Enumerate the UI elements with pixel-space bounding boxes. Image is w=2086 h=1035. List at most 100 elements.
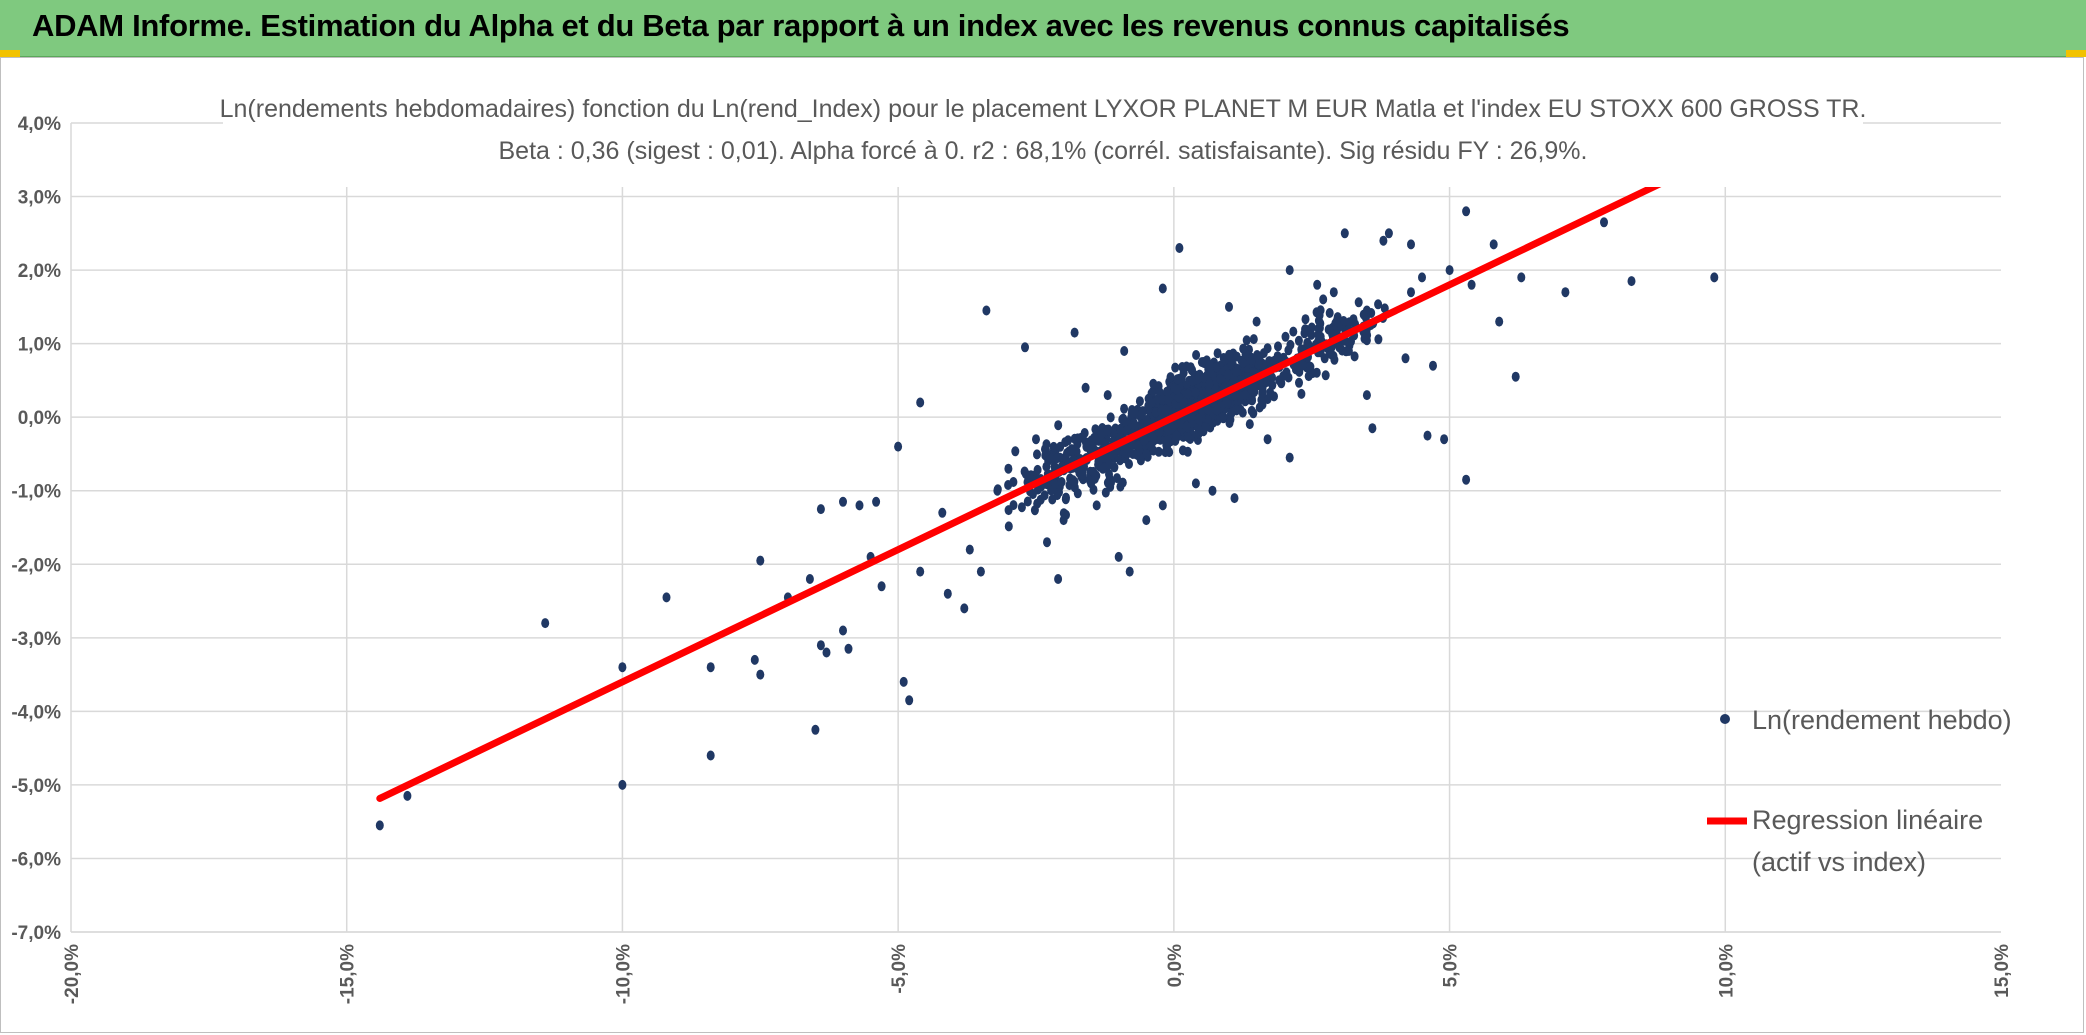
scatter-point: [1092, 500, 1101, 511]
scatter-point: [822, 647, 831, 658]
scatter-point: [1263, 434, 1272, 445]
scatter-point: [1191, 478, 1200, 489]
scatter-point: [756, 669, 765, 680]
scatter-point: [1359, 309, 1368, 320]
y-tick-label: -4,0%: [11, 702, 61, 723]
scatter-point: [1201, 422, 1210, 433]
x-tick-label: -20,0%: [62, 944, 83, 1004]
scatter-point: [1149, 378, 1158, 389]
scatter-point: [1354, 297, 1363, 308]
scatter-point: [1304, 371, 1313, 382]
scatter-point: [1178, 362, 1187, 372]
scatter-point: [1149, 432, 1158, 443]
scatter-point: [976, 566, 985, 577]
scatter-point: [1191, 387, 1200, 398]
scatter-point: [1205, 379, 1214, 390]
scatter-point: [1138, 409, 1146, 420]
scatter-point: [1205, 360, 1214, 371]
scatter-point: [1173, 374, 1182, 385]
scatter-point: [839, 625, 847, 636]
scatter-point: [1344, 346, 1353, 356]
scatter-point: [894, 441, 903, 452]
scatter-point: [1268, 380, 1277, 391]
scatter-point: [1184, 389, 1193, 400]
scatter-point: [1142, 515, 1151, 526]
scatter-point: [1232, 405, 1241, 416]
scatter-point: [1285, 265, 1294, 276]
report-title: ADAM Informe. Estimation du Alpha et du …: [32, 8, 1570, 43]
scatter-point: [1194, 414, 1203, 425]
scatter-point: [1232, 351, 1241, 362]
corner-marker-right: [2066, 50, 2086, 57]
scatter-point: [1227, 357, 1235, 368]
scatter-point: [1081, 382, 1090, 393]
scatter-point: [1627, 276, 1636, 287]
scatter-point: [706, 750, 715, 761]
scatter-point: [1511, 371, 1520, 382]
scatter-point: [1197, 357, 1206, 368]
scatter-point: [1048, 494, 1057, 505]
scatter-point: [1418, 272, 1426, 283]
scatter-point: [1144, 400, 1153, 411]
scatter-point: [1252, 316, 1261, 327]
scatter-point: [1132, 449, 1141, 460]
scatter-point: [1163, 423, 1172, 433]
scatter-point: [1184, 432, 1193, 443]
scatter-point: [1247, 405, 1256, 416]
header-banner: ADAM Informe. Estimation du Alpha et du …: [0, 0, 2086, 57]
scatter-point: [1304, 339, 1313, 349]
grid-layer: [71, 122, 2001, 933]
scatter-point: [1098, 463, 1107, 474]
scatter-point: [1380, 303, 1389, 314]
scatter-point: [1225, 418, 1234, 428]
scatter-point: [943, 588, 952, 599]
x-tick-label: 5,0%: [1441, 944, 1462, 987]
scatter-point: [1134, 440, 1143, 451]
scatter-point: [899, 676, 908, 687]
scatter-point: [1368, 423, 1377, 434]
scatter-point: [1249, 334, 1258, 345]
scatter-point: [1295, 377, 1303, 388]
scatter-point: [1114, 551, 1123, 562]
y-tick-label: 0,0%: [18, 408, 61, 429]
scatter-point: [1033, 449, 1041, 460]
scatter-point: [1103, 390, 1112, 401]
scatter-point: [1103, 425, 1112, 436]
y-tick-label: -2,0%: [11, 555, 61, 576]
scatter-point: [1032, 434, 1040, 445]
scatter-point: [1401, 353, 1410, 364]
scatter-point: [1212, 362, 1221, 373]
scatter-point: [1187, 413, 1196, 424]
y-tick-label: 2,0%: [18, 261, 61, 282]
scatter-point: [877, 581, 886, 592]
scatter-point: [1040, 490, 1049, 501]
scatter-point: [1125, 566, 1134, 577]
scatter-point: [1105, 469, 1113, 480]
scatter-point: [1061, 494, 1070, 505]
scatter-point: [1312, 367, 1321, 378]
scatter-point: [1429, 360, 1437, 371]
scatter-point: [618, 662, 627, 673]
scatter-point: [1270, 391, 1278, 402]
y-tick-label: -5,0%: [11, 776, 61, 797]
chart-title-line1: Ln(rendements hebdomadaires) fonction du…: [220, 95, 1867, 123]
scatter-point: [1087, 478, 1096, 489]
scatter-point: [1239, 358, 1247, 368]
scatter-point: [1374, 299, 1383, 310]
scatter-point: [1301, 314, 1310, 325]
scatter-point: [1120, 403, 1129, 414]
scatter-point: [916, 397, 925, 408]
scatter-point: [1021, 342, 1029, 353]
title-layer: Ln(rendements hebdomadaires) fonction du…: [220, 82, 1867, 187]
scatter-point: [1004, 521, 1013, 532]
scatter-point: [1289, 326, 1298, 337]
scatter-point: [1155, 427, 1164, 438]
x-tick-label: -15,0%: [338, 944, 359, 1004]
scatter-point: [1061, 437, 1070, 448]
scatter-point: [1158, 500, 1167, 511]
x-tick-label: 0,0%: [1165, 944, 1186, 987]
scatter-point: [1107, 477, 1115, 488]
scatter-point: [1033, 498, 1042, 509]
scatter-point: [1004, 463, 1013, 474]
scatter-point: [1253, 350, 1262, 360]
